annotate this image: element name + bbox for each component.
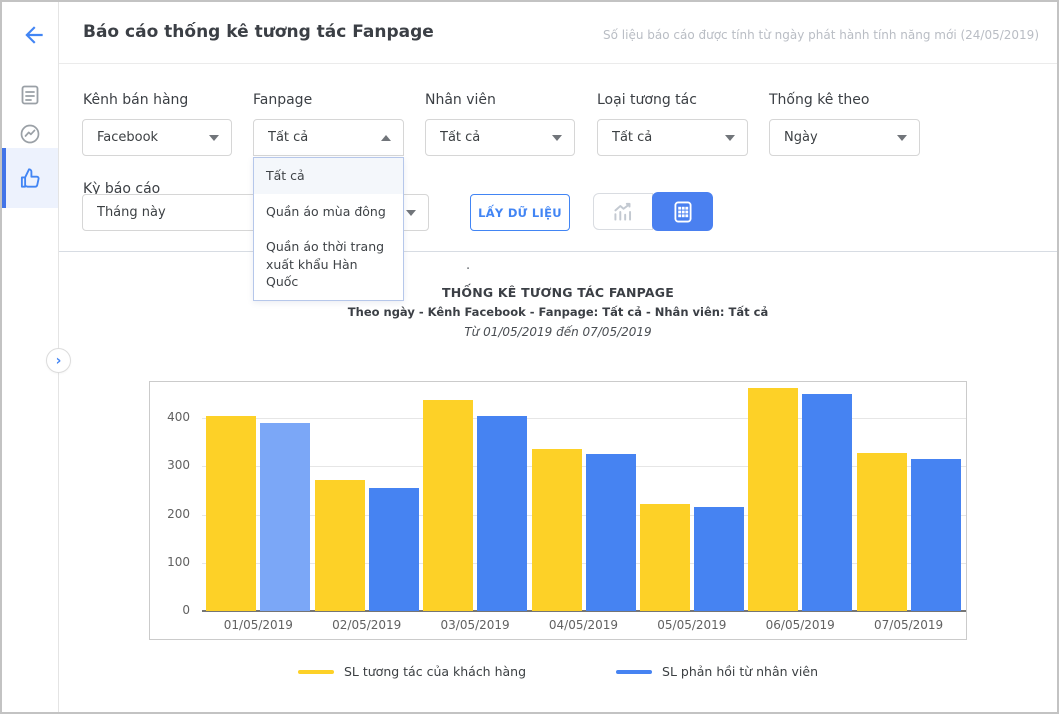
y-tick-label: 400 [167, 410, 190, 425]
bar-customer-interactions[interactable] [531, 449, 582, 611]
chevron-down-icon [725, 134, 735, 141]
bar-group [423, 400, 528, 611]
document-icon [18, 83, 42, 107]
y-tick-label: 0 [182, 603, 190, 617]
bar-customer-interactions[interactable] [314, 480, 365, 611]
section-divider [59, 251, 1057, 252]
x-tick-label: 03/05/2019 [440, 618, 510, 632]
x-tick-label: 07/05/2019 [874, 618, 944, 632]
chevron-down-icon [552, 134, 562, 141]
table-view-button[interactable] [652, 192, 713, 231]
filter-label-interaction-type: Loại tương tác [597, 92, 697, 108]
bar-group [314, 480, 419, 611]
legend-label-customer: SL tương tác của khách hàng [343, 664, 527, 679]
chart-legend: SL tương tác của khách hàng SL phản hồi … [59, 664, 1057, 679]
gridline [202, 562, 966, 564]
sales-channel-select[interactable]: Facebook [82, 119, 232, 156]
legend-swatch-customer [297, 669, 334, 674]
bar-staff-replies[interactable] [477, 416, 528, 611]
bar-staff-replies[interactable] [802, 394, 853, 611]
x-tick-label: 01/05/2019 [223, 618, 293, 632]
chevron-up-icon [381, 134, 391, 141]
bar-customer-interactions[interactable] [639, 504, 690, 611]
x-axis-baseline [202, 610, 966, 612]
chart-date-range: Từ 01/05/2019 đến 07/05/2019 [464, 325, 652, 339]
bar-group [531, 449, 636, 611]
chevron-down-icon [406, 209, 416, 216]
bar-group [748, 388, 853, 611]
bar-group [639, 504, 744, 611]
bar-group [206, 416, 311, 611]
chevron-down-icon [897, 134, 907, 141]
chevron-down-icon [209, 134, 219, 141]
fanpage-option-korean-fashion[interactable]: Quần áo thời trang xuất khẩu Hàn Quốc [266, 239, 385, 289]
bar-staff-replies[interactable] [693, 507, 744, 611]
back-button[interactable] [21, 22, 47, 48]
interaction-type-value: Tất cả [612, 130, 653, 145]
bars-area [202, 382, 965, 611]
chart-frame: 0 100 200 300 400 01/05/2019 02/05/2019 03/05/… [149, 381, 967, 640]
x-tick-label: 06/05/2019 [765, 618, 835, 632]
filter-label-report-period: Kỳ báo cáo [83, 181, 161, 197]
chart-subtitle: Theo ngày - Kênh Facebook - Fanpage: Tất… [347, 305, 769, 319]
header-note: Số liệu báo cáo được tính từ ngày phát h… [603, 28, 1039, 42]
sidebar-item-reports[interactable] [2, 73, 58, 117]
chart-view-button[interactable] [593, 193, 653, 230]
fanpage-option-all[interactable]: Tất cả [254, 158, 403, 194]
gridline [202, 514, 966, 516]
report-period-value: Tháng này [97, 205, 166, 220]
staff-value: Tất cả [440, 130, 481, 145]
x-tick-label: 02/05/2019 [332, 618, 402, 632]
get-data-button[interactable]: LẤY DỮ LIỆU [470, 194, 570, 231]
bar-staff-replies[interactable] [910, 459, 961, 611]
sidebar-item-fanpage-interactions[interactable] [2, 148, 58, 208]
sidebar-collapse-toggle[interactable]: › [46, 348, 71, 373]
legend-label-staff: SL phản hồi từ nhân viên [662, 664, 819, 679]
chevron-right-icon: › [55, 352, 62, 369]
fanpage-dropdown: Tất cả Quần áo mùa đông Quần áo thời tra… [253, 157, 404, 301]
legend-entry-staff[interactable]: SL phản hồi từ nhân viên [616, 664, 818, 679]
arrow-left-icon [21, 22, 47, 48]
y-tick-label: 300 [167, 458, 190, 473]
bar-staff-replies[interactable] [585, 454, 636, 611]
header-divider [59, 63, 1057, 64]
sales-channel-value: Facebook [97, 130, 159, 145]
bar-customer-interactions[interactable] [748, 388, 799, 611]
fanpage-select[interactable]: Tất cả [253, 119, 404, 156]
x-axis-labels: 01/05/2019 02/05/2019 03/05/2019 04/05/2019… [202, 618, 965, 632]
gridline [202, 466, 966, 468]
filter-label-staff: Nhân viên [425, 92, 496, 108]
bar-staff-replies[interactable] [368, 488, 419, 611]
table-grid-icon [670, 199, 696, 225]
thumbs-up-icon [17, 165, 43, 191]
stray-dot: . [466, 258, 471, 273]
chart-title: THỐNG KÊ TƯƠNG TÁC FANPAGE [442, 285, 674, 300]
messenger-icon [18, 122, 42, 146]
bar-customer-interactions[interactable] [423, 400, 474, 611]
stat-by-value: Ngày [784, 130, 818, 145]
x-tick-label: 04/05/2019 [548, 618, 619, 632]
staff-select[interactable]: Tất cả [425, 119, 575, 156]
y-tick-label: 200 [167, 506, 190, 521]
bar-chart-icon [610, 199, 636, 225]
interaction-type-select[interactable]: Tất cả [597, 119, 748, 156]
filter-label-fanpage: Fanpage [253, 92, 313, 108]
bar-group [856, 453, 961, 611]
x-tick-label: 05/05/2019 [657, 618, 727, 632]
legend-entry-customer[interactable]: SL tương tác của khách hàng [297, 664, 527, 679]
page-title: Báo cáo thống kê tương tác Fanpage [83, 22, 434, 42]
legend-swatch-staff [616, 669, 653, 674]
gridline [202, 418, 966, 420]
sidebar-item-messenger[interactable] [2, 112, 58, 156]
filter-label-stat-by: Thống kê theo [769, 92, 870, 108]
bar-customer-interactions[interactable] [206, 416, 257, 611]
bar-staff-replies[interactable] [260, 423, 311, 611]
filter-label-sales-channel: Kênh bán hàng [83, 92, 189, 108]
bar-customer-interactions[interactable] [856, 453, 907, 611]
stat-by-select[interactable]: Ngày [769, 119, 920, 156]
y-tick-label: 100 [167, 554, 190, 569]
fanpage-option-winter-clothes[interactable]: Quần áo mùa đông [266, 203, 386, 219]
fanpage-value: Tất cả [268, 130, 309, 145]
